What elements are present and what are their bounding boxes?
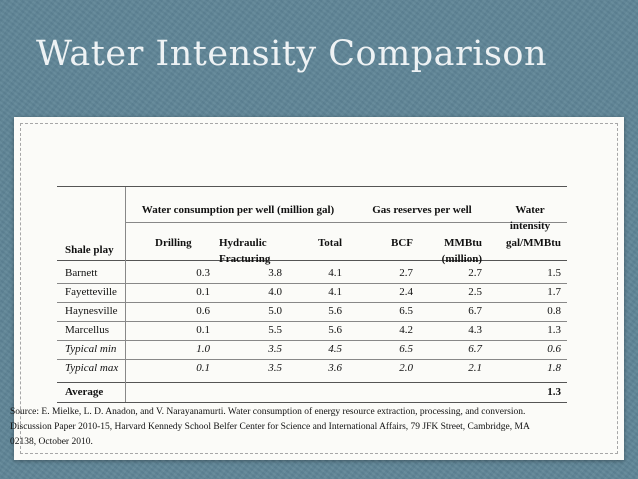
header-water-consumption: Water consumption per well (million gal) [141,204,335,216]
header-mmbtu-line2: (million) [441,253,482,265]
cell-water-intensity: 1.7 [547,286,561,298]
cell-drilling: 0.1 [196,286,210,298]
cell-hydraulic: 3.5 [268,343,282,355]
row-divider [57,321,567,322]
header-drilling: Drilling [155,237,192,249]
header-gas-reserves: Gas reserves per well [372,204,472,216]
header-mmbtu-line1: MMBtu [444,237,482,249]
cell-bcf: 2.7 [399,267,413,279]
cell-hydraulic: 3.8 [268,267,282,279]
cell-mmbtu: 2.1 [468,362,482,374]
header-intensity-unit: gal/MMBtu [506,237,561,249]
table-top-rule [57,186,567,187]
cell-mmbtu: 2.5 [468,286,482,298]
cell-shale-play: Typical max [65,362,119,374]
source-citation: Source: E. Mielke, L. D. Anadon, and V. … [10,407,530,447]
cell-shale-play: Haynesville [65,305,118,317]
table-column-divider [125,187,126,402]
header-water-intensity-line2: intensity [509,220,551,232]
cell-mmbtu: 4.3 [468,324,482,336]
cell-shale-play: Barnett [65,267,98,279]
cell-water-intensity: 1.3 [547,324,561,336]
cell-drilling: 0.1 [196,362,210,374]
cell-shale-play: Marcellus [65,324,109,336]
cell-hydraulic: 5.0 [268,305,282,317]
cell-mmbtu: 6.7 [468,343,482,355]
cell-drilling: 0.6 [196,305,210,317]
cell-water-intensity: 0.6 [547,343,561,355]
cell-water-intensity: 0.8 [547,305,561,317]
cell-bcf: 2.4 [399,286,413,298]
header-bcf: BCF [391,237,413,249]
cell-bcf: 4.2 [399,324,413,336]
row-divider [57,283,567,284]
cell-bcf: 2.0 [399,362,413,374]
cell-mmbtu: 2.7 [468,267,482,279]
cell-drilling: 0.1 [196,324,210,336]
header-water-intensity-line1: Water [515,204,545,216]
cell-water-intensity: 1.5 [547,267,561,279]
header-hydraulic-line1: Hydraulic [219,237,267,249]
average-value: 1.3 [547,386,561,398]
cell-drilling: 0.3 [196,267,210,279]
row-divider [57,302,567,303]
cell-water-intensity: 1.8 [547,362,561,374]
row-divider [57,359,567,360]
slide-title: Water Intensity Comparison [36,34,548,74]
cell-total: 4.1 [328,267,342,279]
cell-bcf: 6.5 [399,343,413,355]
cell-total: 3.6 [328,362,342,374]
table-average-rule [57,382,567,383]
row-divider [57,340,567,341]
cell-total: 5.6 [328,324,342,336]
cell-total: 4.5 [328,343,342,355]
header-hydraulic-line2: Fracturing [219,253,271,265]
cell-total: 5.6 [328,305,342,317]
cell-shale-play: Typical min [65,343,117,355]
cell-total: 4.1 [328,286,342,298]
cell-drilling: 1.0 [196,343,210,355]
table-header-bottom-rule [57,260,567,261]
header-shale-play: Shale play [65,244,114,256]
table-header-divider [125,222,567,223]
content-panel: Water consumption per well (million gal)… [14,117,624,460]
cell-hydraulic: 5.5 [268,324,282,336]
cell-hydraulic: 3.5 [268,362,282,374]
table-bottom-rule [57,402,567,403]
average-label: Average [65,386,104,398]
cell-bcf: 6.5 [399,305,413,317]
cell-hydraulic: 4.0 [268,286,282,298]
header-total: Total [317,237,342,249]
cell-shale-play: Fayetteville [65,286,117,298]
cell-mmbtu: 6.7 [468,305,482,317]
